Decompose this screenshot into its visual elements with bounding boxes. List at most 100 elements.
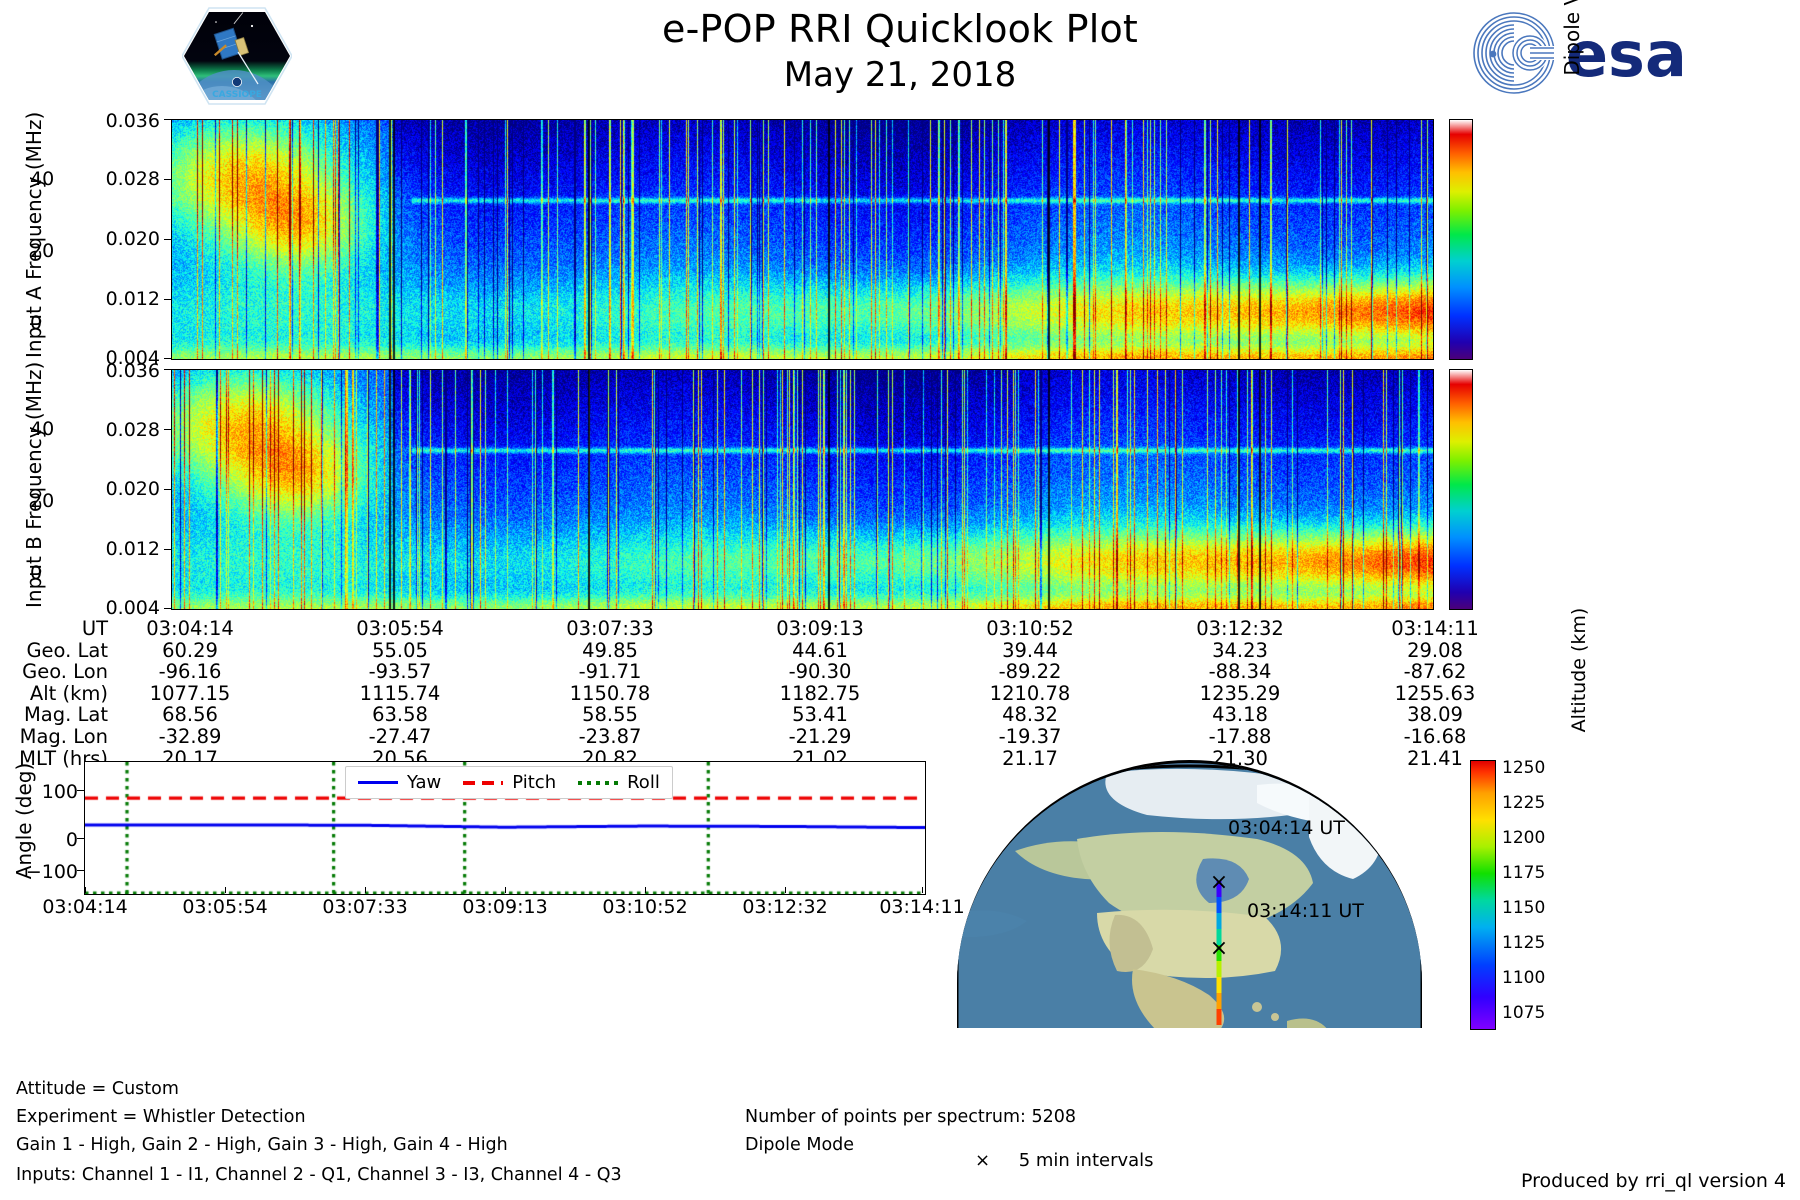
alt-tick-6: 1100	[1502, 968, 1546, 988]
panel-b-ytick-0: 0.036	[105, 360, 160, 382]
geolon-col-5: -88.34	[1208, 660, 1272, 684]
row-label-geo-lat: Geo. Lat	[26, 638, 108, 662]
geolat-col-6: 29.08	[1407, 638, 1463, 662]
ut-col-2: 03:07:33	[566, 617, 654, 640]
alt-tick-1: 1225	[1502, 793, 1546, 813]
colorbar-label-prefix: Dipole Voltage 20	[1560, 0, 1584, 76]
geolon-col-4: -89.22	[998, 660, 1062, 684]
spectrogram-a-canvas	[172, 120, 1433, 359]
maglon-col-2: -23.87	[578, 724, 642, 748]
attitude-xtick-4: 03:10:52	[602, 896, 688, 918]
attitude-legend: Yaw Pitch Roll	[345, 766, 673, 799]
legend-item-yaw: Yaw	[358, 772, 441, 793]
spectrogram-colorbar-b	[1449, 369, 1473, 610]
maglon-col-4: -19.37	[998, 724, 1062, 748]
table-row-geo-lat: Geo. Lat 60.29 55.05 49.85 44.61 39.44 3…	[0, 638, 1480, 662]
geolat-col-1: 55.05	[372, 638, 428, 662]
spectrogram-panel-b	[171, 369, 1434, 610]
alt-tick-2: 1200	[1502, 828, 1546, 848]
attitude-xtick-6: 03:14:11	[879, 896, 965, 918]
orbit-mid-marker-icon: ×	[1210, 936, 1228, 961]
legend-item-roll: Roll	[578, 772, 660, 793]
panel-b-ytick-2: 0.020	[105, 478, 160, 500]
table-row-ut: UT 03:04:14 03:05:54 03:07:33 03:09:13 0…	[0, 617, 1480, 640]
maglon-col-3: -21.29	[788, 724, 852, 748]
colorbar-b-tick-0: 40	[30, 418, 55, 440]
page-date: May 21, 2018	[783, 55, 1017, 95]
alt-tick-5: 1125	[1502, 933, 1546, 953]
panel-a-ytick-3: 0.012	[105, 288, 160, 310]
ut-col-1: 03:05:54	[356, 617, 444, 640]
table-row-mag-lat: Mag. Lat 68.56 63.58 58.55 53.41 48.32 4…	[0, 703, 1480, 727]
geolat-col-0: 60.29	[162, 638, 218, 662]
footer-gain: Gain 1 - High, Gain 2 - High, Gain 3 - H…	[16, 1135, 508, 1155]
geolon-col-0: -96.16	[158, 660, 222, 684]
maglat-col-1: 63.58	[372, 703, 428, 727]
geolon-col-3: -90.30	[788, 660, 852, 684]
ephemeris-table: UT 03:04:14 03:05:54 03:07:33 03:09:13 0…	[0, 617, 1480, 770]
footer-inputs: Inputs: Channel 1 - I1, Channel 2 - Q1, …	[16, 1165, 622, 1185]
ut-col-5: 03:12:32	[1196, 617, 1284, 640]
ut-col-6: 03:14:11	[1391, 617, 1479, 640]
footer-experiment: Experiment = Whistler Detection	[16, 1107, 306, 1127]
alt-tick-3: 1175	[1502, 863, 1546, 883]
pitch-line-swatch	[463, 780, 504, 785]
legend-label-roll: Roll	[627, 772, 660, 793]
attitude-ytick-0: 100	[41, 781, 78, 803]
orbit-start-label: 03:04:14 UT	[1228, 817, 1345, 839]
maglon-col-5: -17.88	[1208, 724, 1272, 748]
row-label-ut: UT	[81, 617, 108, 640]
attitude-xtick-5: 03:12:32	[742, 896, 828, 918]
attitude-xaxis: 03:04:14 03:05:54 03:07:33 03:09:13 03:1…	[0, 896, 1000, 922]
attitude-xtick-0: 03:04:14	[42, 896, 128, 918]
colorbar-a-tick-1: 20	[30, 240, 55, 262]
panel-a-ytick-1: 0.028	[105, 168, 160, 190]
maglat-col-4: 48.32	[1002, 703, 1058, 727]
cassiope-logo: CASSIOPE	[181, 6, 293, 106]
maglat-col-0: 68.56	[162, 703, 218, 727]
alt-col-3: 1182.75	[779, 681, 861, 705]
alt-col-6: 1255.63	[1394, 681, 1476, 705]
altitude-colorbar-label: Altitude (km)	[1568, 607, 1590, 733]
mlt-col-4: 21.17	[1002, 746, 1058, 770]
produced-by-label: Produced by rri_ql version 4	[1521, 1170, 1786, 1192]
altitude-colorbar	[1470, 760, 1496, 1030]
colorbar-a-tick-2: 0	[30, 312, 43, 334]
orbit-end-label: 03:14:11 UT	[1247, 900, 1364, 922]
esa-logo: esa	[1470, 10, 1770, 96]
geolat-col-5: 34.23	[1212, 638, 1268, 662]
panel-a-ytick-0: 0.036	[105, 110, 160, 132]
maglon-col-1: -27.47	[368, 724, 432, 748]
table-row-mag-lon: Mag. Lon -32.89 -27.47 -23.87 -21.29 -19…	[0, 724, 1480, 748]
spectrogram-b-canvas	[172, 370, 1433, 609]
maglat-col-3: 53.41	[792, 703, 848, 727]
panel-a-ytick-2: 0.020	[105, 228, 160, 250]
legend-label-pitch: Pitch	[512, 772, 557, 793]
maglon-col-6: -16.68	[1403, 724, 1467, 748]
row-label-alt: Alt (km)	[29, 681, 108, 705]
ut-col-4: 03:10:52	[986, 617, 1074, 640]
attitude-xtick-1: 03:05:54	[182, 896, 268, 918]
panel-b-ytick-4: 0.004	[105, 597, 160, 619]
cassiope-logo-caption: CASSIOPE	[212, 90, 262, 100]
row-label-mag-lon: Mag. Lon	[19, 724, 108, 748]
geolon-col-6: -87.62	[1403, 660, 1467, 684]
geolat-col-4: 39.44	[1002, 638, 1058, 662]
geolat-col-3: 44.61	[792, 638, 848, 662]
ut-col-0: 03:04:14	[146, 617, 234, 640]
map-continents: × ×	[957, 764, 1422, 1028]
orbit-start-marker-icon: ×	[1210, 870, 1228, 895]
panel-b-ytick-1: 0.028	[105, 419, 160, 441]
alt-col-2: 1150.78	[569, 681, 651, 705]
orbit-map: × ×	[957, 760, 1422, 1028]
colorbar-a-tick-0: 40	[30, 168, 55, 190]
page-title: e-POP RRI Quicklook Plot	[661, 7, 1138, 51]
mlt-col-6: 21.41	[1407, 746, 1463, 770]
alt-tick-7: 1075	[1502, 1003, 1546, 1023]
alt-tick-4: 1150	[1502, 898, 1546, 918]
row-label-mag-lat: Mag. Lat	[23, 703, 108, 727]
alt-col-0: 1077.15	[149, 681, 231, 705]
colorbar-b-tick-1: 20	[30, 490, 55, 512]
attitude-xtick-3: 03:09:13	[462, 896, 548, 918]
colorbar-b-tick-2: 0	[30, 562, 43, 584]
